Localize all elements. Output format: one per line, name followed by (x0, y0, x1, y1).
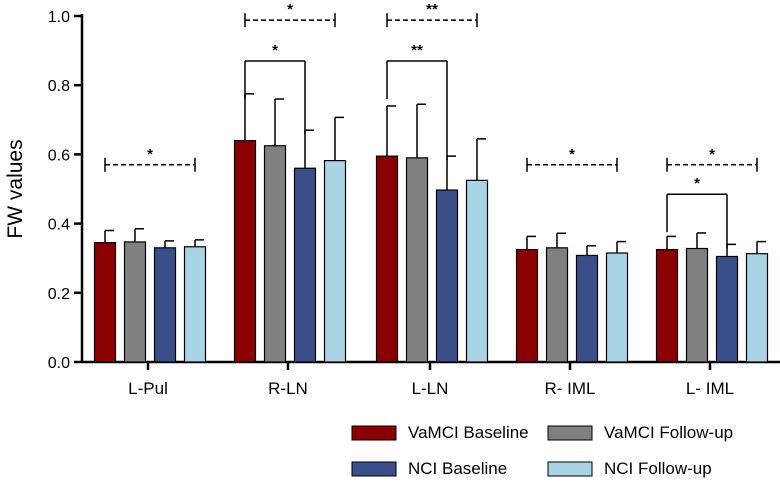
significance-label: ** (411, 42, 423, 59)
y-tick-label: 0.8 (48, 78, 70, 95)
significance-annotations: ******** ** (104, 1, 758, 249)
bar (605, 252, 629, 363)
x-tick-label: L-Pul (128, 379, 168, 398)
y-tick-label: 1.0 (48, 9, 70, 26)
bar (545, 247, 569, 363)
bars (93, 93, 769, 363)
significance-label: * (287, 1, 293, 18)
y-tick-label: 0.6 (48, 147, 70, 164)
bar (183, 246, 207, 363)
legend-swatch (351, 425, 397, 441)
legend-label: VaMCI Follow-up (604, 423, 733, 442)
bar (233, 139, 257, 363)
y-tick-label: 0.0 (48, 355, 70, 372)
significance-label: * (147, 146, 153, 163)
legend-label: VaMCI Baseline (408, 423, 529, 442)
bar (263, 145, 287, 363)
bar (375, 155, 399, 363)
y-tick-label: 0.2 (48, 286, 70, 303)
bar (123, 241, 147, 363)
bar (323, 160, 347, 363)
bar (745, 253, 769, 363)
legend-swatch (351, 461, 397, 477)
x-tick-label: R- IML (545, 379, 596, 398)
bar (575, 254, 599, 363)
significance-label: ** (426, 1, 438, 18)
y-tick-label: 0.4 (48, 217, 70, 234)
x-tick-label: L- IML (686, 379, 734, 398)
bar (435, 189, 459, 363)
legend: VaMCI Baseline VaMCI Follow-up NCI Baselin… (351, 423, 733, 478)
y-axis-title: FW values (4, 139, 27, 238)
bar (93, 242, 117, 363)
axes: 0.0 0.2 0.4 0.6 0.8 1.0 FW values L-Pul R-LN L-LN… (4, 9, 780, 398)
bar (293, 167, 317, 363)
significance-label: * (569, 146, 575, 163)
significance-label: * (272, 42, 278, 59)
significance-label: * (694, 175, 700, 192)
bar (405, 157, 429, 363)
bar (685, 247, 709, 363)
x-tick-label: R-LN (268, 379, 308, 398)
bar (515, 248, 539, 363)
x-tick-label: L-LN (412, 379, 449, 398)
bar (153, 247, 177, 363)
bar (715, 255, 739, 363)
legend-swatch (547, 425, 593, 441)
legend-label: NCI Baseline (408, 459, 507, 478)
legend-label: NCI Follow-up (604, 459, 712, 478)
bar (465, 179, 489, 363)
bar (655, 248, 679, 363)
significance-label: * (709, 146, 715, 163)
legend-swatch (547, 461, 593, 477)
